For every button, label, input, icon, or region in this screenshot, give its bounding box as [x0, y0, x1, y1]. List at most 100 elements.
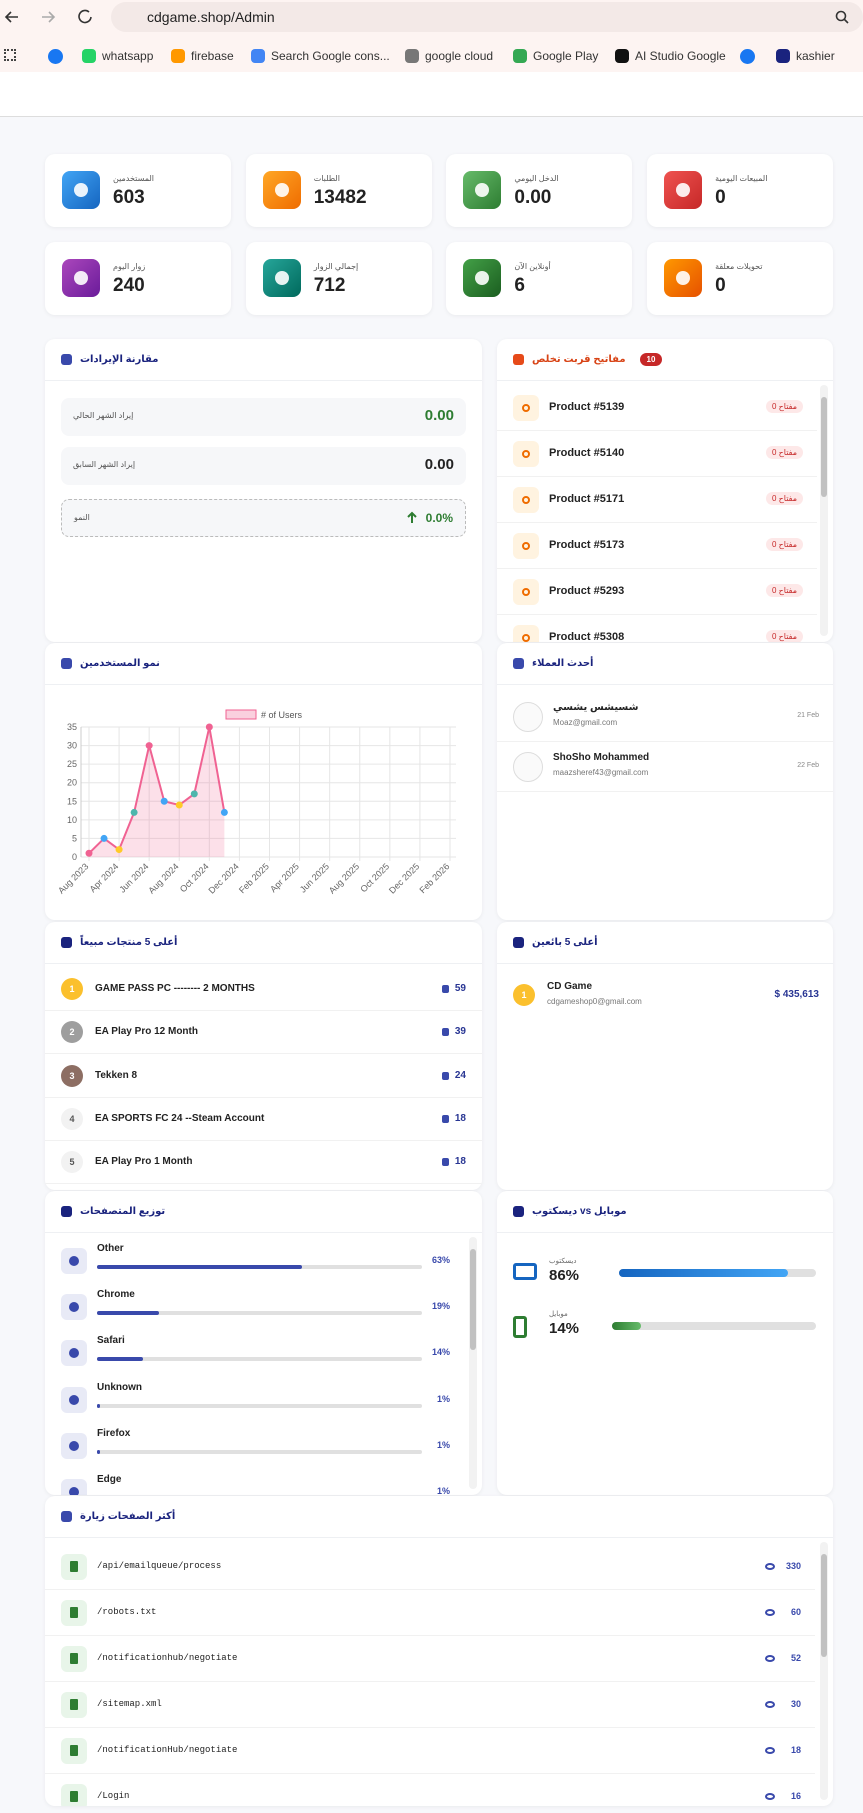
stat-label: الطلبات — [313, 174, 340, 183]
revenue-label: إيراد الشهر الحالي — [73, 411, 134, 420]
panel-header: أحدث العملاء — [497, 643, 833, 685]
revenue-label: إيراد الشهر السابق — [73, 460, 136, 469]
key-row: Product #5139 مفتاح 0 — [497, 385, 817, 431]
count-badge: 10 — [639, 353, 663, 366]
key-glyph — [522, 542, 530, 550]
product-name[interactable]: EA Play Pro 1 Month — [95, 1156, 193, 1168]
y-tick-label: 25 — [67, 759, 77, 769]
customer-name[interactable]: شسيشس يشسي — [553, 702, 639, 713]
sales-count: 59 — [454, 983, 466, 994]
key-badge: مفتاح 0 — [765, 630, 803, 642]
product-name[interactable]: Tekken 8 — [95, 1069, 138, 1081]
product-name[interactable]: Product #5308 — [549, 631, 625, 642]
eye-icon — [765, 1747, 775, 1754]
x-tick-label: Oct 2024 — [178, 861, 211, 894]
panel-title: نمو المستخدمين — [80, 658, 160, 669]
panel-icon — [61, 937, 72, 948]
key-glyph — [522, 496, 530, 504]
product-name[interactable]: Product #5140 — [549, 447, 625, 459]
page-path[interactable]: /robots.txt — [97, 1607, 157, 1617]
bookmark[interactable]: Search Google cons... — [271, 49, 390, 63]
file-glyph — [70, 1607, 78, 1618]
devices-panel: ديسكتوب vs موبايل ديسكتوب 86% موبايل 14% — [497, 1191, 833, 1495]
x-tick-label: Dec 2024 — [207, 861, 241, 895]
page-path[interactable]: /notificationHub/negotiate — [97, 1745, 238, 1755]
device-percent: 14% — [549, 1320, 580, 1337]
bookmark-icon — [171, 49, 185, 63]
page-row: /robots.txt 60 — [45, 1590, 815, 1636]
eye-icon — [765, 1563, 775, 1570]
stat-icon — [664, 171, 703, 209]
y-tick-label: 10 — [67, 815, 77, 825]
y-tick-label: 15 — [67, 796, 77, 806]
panel-title: أحدث العملاء — [532, 658, 594, 669]
view-count: 60 — [790, 1607, 801, 1617]
bar-track — [97, 1403, 422, 1408]
bookmark[interactable]: Google Play — [533, 49, 599, 63]
bookmark[interactable]: kashier — [796, 49, 835, 63]
x-tick-label: Jun 2024 — [117, 861, 150, 894]
y-tick-label: 20 — [67, 778, 77, 788]
icon-glyph — [274, 183, 289, 197]
browser-name: Safari — [97, 1335, 125, 1347]
stat-card: المبيعات اليومية 0 — [647, 154, 834, 227]
area — [89, 727, 225, 857]
point — [190, 790, 198, 798]
browser-name: Edge — [97, 1474, 122, 1485]
revenue-row: النمو 0.0% — [61, 499, 466, 537]
pages-panel: أكثر الصفحات زيارة/api/emailqueue/proces… — [45, 1496, 833, 1806]
stat-icon — [664, 259, 703, 297]
x-tick-label: Aug 2023 — [56, 861, 90, 895]
x-tick-label: Jun 2025 — [298, 861, 331, 894]
stat-label: الدخل اليومي — [514, 174, 559, 183]
bookmark[interactable]: whatsapp — [102, 49, 154, 63]
browser-glyph — [69, 1394, 79, 1405]
bookmark[interactable]: google cloud — [425, 49, 494, 63]
y-tick-label: 30 — [67, 741, 77, 751]
url: cdgame.shop/Admin — [147, 9, 275, 25]
file-glyph — [70, 1561, 78, 1572]
x-tick-label: Aug 2024 — [146, 861, 180, 895]
browser-glyph — [69, 1440, 79, 1451]
icon-glyph — [274, 271, 289, 285]
bookmark[interactable]: firebase — [191, 49, 234, 63]
stat-value: 6 — [514, 275, 525, 296]
product-name[interactable]: Product #5171 — [549, 493, 625, 505]
x-tick-label: Feb 2025 — [237, 861, 271, 895]
page-path[interactable]: /sitemap.xml — [97, 1699, 162, 1709]
product-name[interactable]: EA Play Pro 12 Month — [95, 1026, 198, 1038]
panel-icon — [513, 1206, 524, 1217]
users-chart-panel: نمو المستخدمين 0 5 10 15 20 25 30 35 Aug 2023 Apr … — [45, 643, 482, 920]
y-tick-label: 5 — [72, 833, 77, 843]
page-path[interactable]: /Login — [97, 1791, 130, 1801]
product-name[interactable]: Product #5293 — [549, 585, 625, 597]
x-tick-label: Feb 2026 — [417, 861, 451, 895]
bar-track — [97, 1265, 422, 1269]
x-tick-label: Oct 2025 — [358, 861, 391, 894]
page-path[interactable]: /notificationhub/negotiate — [97, 1653, 238, 1663]
stat-label: المبيعات اليومية — [715, 174, 768, 183]
customer-name[interactable]: ShoSho Mohammed — [553, 752, 650, 763]
url-box[interactable]: cdgame.shop/Admin — [111, 2, 863, 32]
scroll-thumb — [821, 1554, 827, 1658]
x-tick-label: Apr 2024 — [88, 861, 121, 894]
seller-name[interactable]: CD Game — [547, 981, 593, 992]
browser-name: Unknown — [97, 1381, 142, 1393]
product-name[interactable]: GAME PASS PC -------- 2 MONTHS — [95, 983, 255, 994]
bookmark[interactable]: AI Studio Google — [635, 49, 726, 63]
legend-label: # of Users — [261, 710, 303, 720]
stat-icon — [62, 171, 100, 209]
page-path[interactable]: /api/emailqueue/process — [97, 1561, 222, 1571]
stat-card: إجمالي الزوار 712 — [245, 242, 432, 315]
bar-track — [97, 1357, 422, 1362]
panel-header: مفاتيح قربت تخلص 10 — [497, 339, 833, 381]
scroll-thumb — [821, 397, 827, 498]
fb-icon — [48, 49, 63, 64]
product-name[interactable]: Product #5139 — [549, 401, 625, 413]
product-name[interactable]: Product #5173 — [549, 539, 625, 551]
revenue-row: إيراد الشهر السابق 0.00 — [61, 447, 466, 485]
product-name[interactable]: EA SPORTS FC 24 --Steam Account — [95, 1112, 265, 1124]
stat-card: الدخل اليومي 0.00 — [446, 154, 633, 227]
browsers-panel: توزيع المتصفحات Other 63% Chrome 19% Safari 14… — [45, 1191, 482, 1495]
